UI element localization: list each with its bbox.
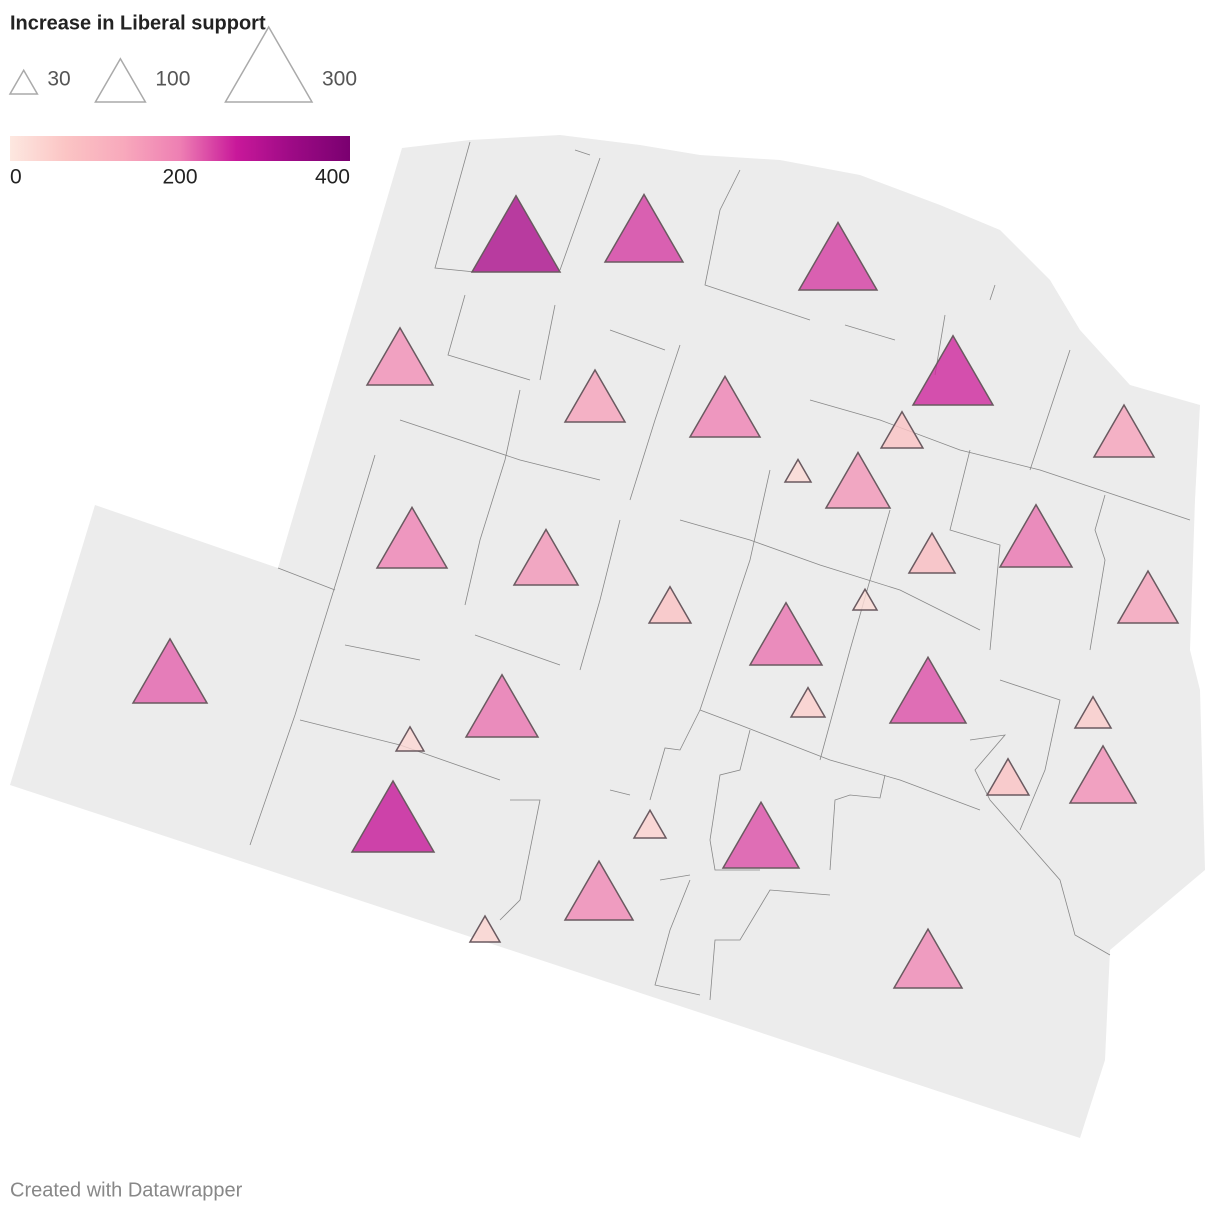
marker-triangle (647, 585, 693, 624)
color-tick-label: 0 (10, 166, 22, 189)
marker-triangle (394, 725, 426, 752)
color-tick-label: 400 (315, 166, 350, 189)
color-tick-label: 200 (162, 166, 197, 189)
legend-title: Increase in Liberal support (10, 12, 266, 34)
marker-triangle (688, 374, 762, 438)
marker-triangle (512, 528, 580, 586)
marker-triangle (375, 505, 449, 569)
marker-triangle (824, 451, 892, 509)
marker-triangle (464, 673, 540, 738)
marker-triangle (789, 686, 827, 718)
marker-triangle (1073, 695, 1113, 729)
marker-triangle (131, 637, 209, 704)
marker-triangle (797, 221, 879, 291)
marker-triangle (470, 194, 562, 273)
marker-triangle (1092, 403, 1156, 458)
marker-triangle (851, 587, 879, 611)
marker-triangle (721, 800, 801, 869)
footer: Created with Datawrapper (10, 1179, 243, 1201)
marker-triangle (1068, 744, 1138, 804)
marker-triangle (603, 193, 685, 263)
size-legend-label: 300 (322, 68, 357, 91)
marker-triangle (783, 458, 813, 483)
map-area (10, 135, 1205, 1138)
marker-triangle (468, 914, 502, 943)
marker-triangle (907, 531, 957, 574)
marker-triangle (985, 757, 1031, 796)
color-bar (10, 136, 350, 161)
marker-triangle (879, 410, 925, 449)
marker-triangle (1116, 569, 1180, 624)
marker-triangle (888, 655, 968, 724)
marker-triangle (632, 808, 668, 839)
size-legend-triangle (224, 25, 314, 103)
marker-triangle (350, 779, 436, 853)
marker-triangle (563, 859, 635, 921)
marker-triangle (748, 601, 824, 666)
size-legend-triangle (8, 68, 39, 95)
marker-triangle (911, 334, 995, 406)
size-legend-label: 100 (155, 68, 190, 91)
size-legend-triangle (94, 57, 147, 103)
marker-triangle (563, 368, 627, 423)
marker-triangle (892, 927, 964, 989)
district-lines (249, 141, 1191, 1001)
marker-triangle (365, 326, 435, 386)
markers (131, 193, 1180, 989)
marker-triangle (998, 503, 1074, 568)
size-legend-label: 30 (47, 68, 70, 91)
